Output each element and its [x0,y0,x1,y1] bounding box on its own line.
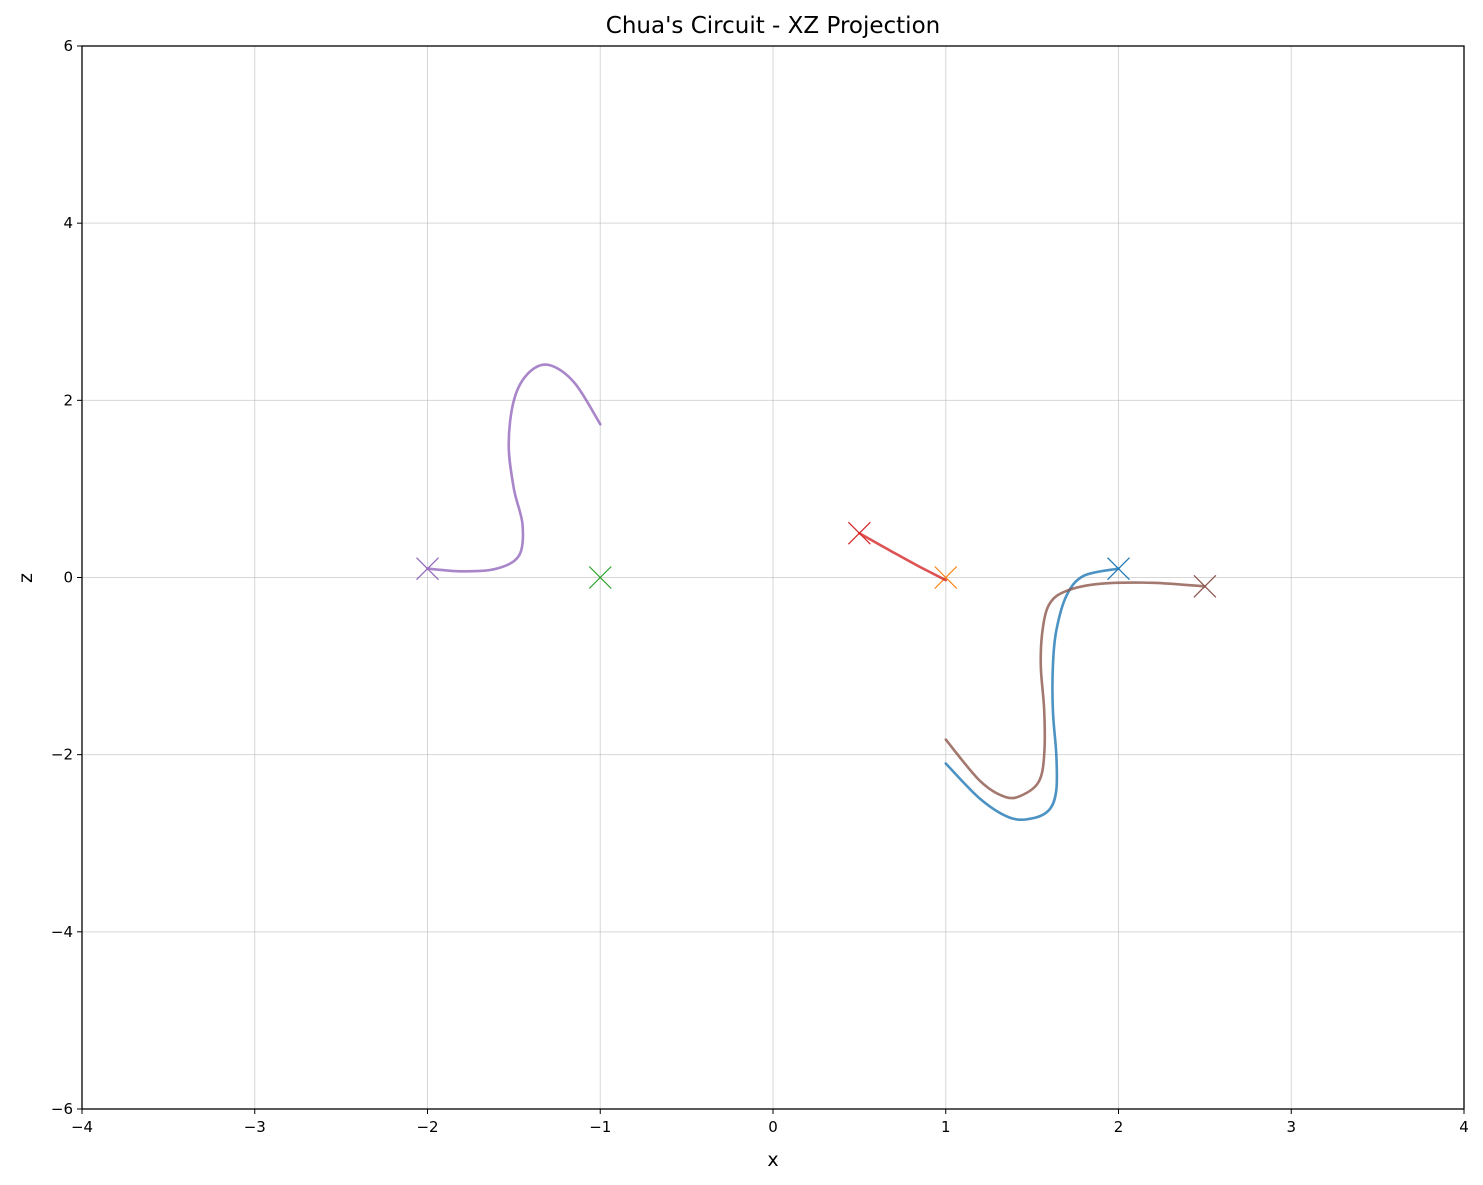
series-3 [588,566,612,589]
y-tick-label: −6 [51,1100,73,1118]
x-tick-label: −1 [589,1118,611,1136]
x-tick-label: 1 [941,1118,951,1136]
x-tick-label: 4 [1459,1118,1469,1136]
x-tick-label: 3 [1286,1118,1296,1136]
series-5 [416,363,602,581]
y-axis-label: z [15,573,37,583]
x-axis-label: x [767,1149,778,1171]
y-tick-label: −4 [51,923,73,941]
x-tick-label: −4 [71,1118,93,1136]
start-marker [1107,557,1130,581]
series-1 [944,557,1130,822]
y-tick-label: 0 [63,569,73,587]
series-6 [944,574,1217,800]
trajectory-line [426,363,602,573]
series-4 [847,521,948,582]
x-tick-label: −3 [244,1118,266,1136]
y-tick-label: 6 [63,37,73,55]
y-tick-label: −2 [51,746,73,764]
x-tick-label: 2 [1114,1118,1124,1136]
start-marker [847,521,871,545]
series-layer [416,363,1217,822]
y-tick-label: 2 [63,391,73,409]
trajectory-line [944,581,1207,800]
trajectory-line [944,567,1120,822]
series-2 [934,566,958,589]
y-tick-label: 4 [63,214,73,232]
chart-title: Chua's Circuit - XZ Projection [606,13,940,39]
start-marker [1193,574,1217,598]
start-marker [934,566,958,589]
trajectory-line [858,531,948,582]
x-tick-label: −2 [416,1118,438,1136]
x-tick-label: 0 [768,1118,778,1136]
start-marker [588,566,612,589]
start-marker [416,557,439,581]
